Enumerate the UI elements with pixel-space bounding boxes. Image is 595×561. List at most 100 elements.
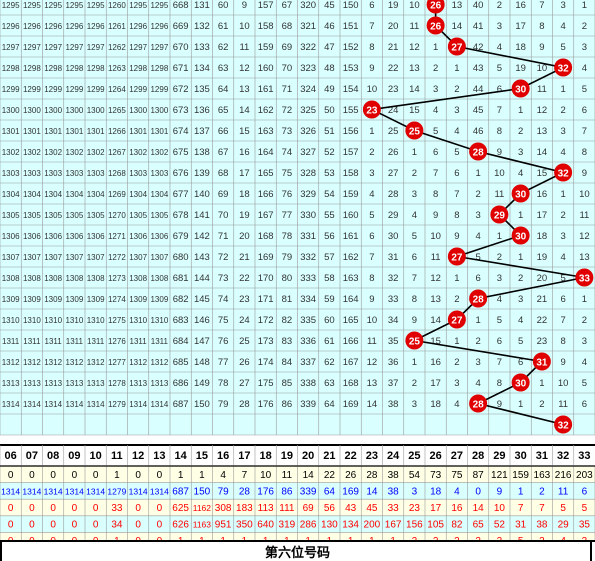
omission-value: 55	[324, 210, 335, 221]
omission-value: 31	[388, 252, 399, 263]
omission-value: 1	[560, 84, 565, 95]
omission-value: 7	[412, 273, 417, 284]
omission-value: 1313	[44, 379, 62, 388]
omission-value: 147	[194, 336, 210, 347]
omission-value: 1313	[23, 379, 41, 388]
omission-value: 45	[324, 0, 335, 11]
column-header: 21	[323, 450, 335, 462]
omission-value: 1301	[65, 127, 83, 136]
hit-ball	[554, 163, 573, 182]
omission-value: 1305	[23, 211, 41, 220]
omission-value: 163	[258, 126, 274, 137]
omission-value: 1301	[23, 127, 41, 136]
omission-value: 1296	[65, 22, 83, 31]
stats-value: 2	[475, 536, 481, 540]
omission-value: 3	[518, 147, 523, 158]
hit-number: 32	[558, 64, 570, 75]
omission-value: 1	[518, 105, 523, 116]
omission-value: 1275	[108, 316, 126, 325]
stats-value: 1	[390, 536, 396, 540]
omission-value: 1277	[108, 358, 126, 367]
stats-value: 0	[29, 470, 35, 481]
omission-value: 1300	[65, 106, 83, 115]
column-header: 28	[472, 450, 484, 462]
stats-value: 1	[263, 536, 269, 540]
omission-value: 1	[475, 168, 480, 179]
omission-value: 1314	[87, 400, 105, 409]
omission-value: 17	[430, 378, 441, 389]
stats-value: 2	[539, 536, 545, 540]
omission-value: 3	[560, 126, 565, 137]
omission-value: 26	[388, 147, 399, 158]
omission-value: 4	[497, 42, 502, 53]
omission-value: 1295	[44, 1, 62, 10]
omission-value: 45	[473, 105, 484, 116]
omission-value: 163	[343, 273, 359, 284]
omission-value: 168	[343, 378, 359, 389]
stats-value: 203	[576, 470, 593, 481]
omission-value: 3	[497, 21, 502, 32]
omission-value: 678	[173, 210, 189, 221]
omission-value: 9	[369, 294, 374, 305]
omission-value: 24	[239, 315, 250, 326]
hit-number: 25	[409, 337, 421, 348]
omission-value: 70	[218, 210, 229, 221]
stats-value: 18	[430, 486, 442, 497]
omission-value: 1302	[129, 148, 147, 157]
omission-value: 14	[409, 84, 420, 95]
omission-value: 1312	[2, 358, 20, 367]
stats-value: 33	[388, 503, 400, 514]
omission-value: 12	[579, 231, 590, 242]
hit-ball	[511, 373, 530, 392]
hit-ball	[405, 331, 424, 350]
omission-value: 1313	[129, 379, 147, 388]
omission-value: 14	[430, 315, 441, 326]
omission-value: 1295	[2, 1, 20, 10]
stats-value: 65	[473, 520, 485, 531]
omission-value: 143	[194, 252, 210, 263]
stats-value: 0	[50, 470, 56, 481]
stats-value: 69	[303, 503, 315, 514]
omission-value: 82	[282, 315, 293, 326]
omission-value: 673	[173, 105, 189, 116]
stats-value: 0	[29, 536, 35, 540]
stats-value: 75	[451, 470, 463, 481]
omission-value: 4	[369, 189, 374, 200]
stats-value: 1	[284, 536, 290, 540]
omission-value: 1295	[87, 1, 105, 10]
hit-number: 27	[451, 253, 463, 264]
omission-value: 16	[430, 357, 441, 368]
omission-value: 1	[454, 336, 459, 347]
stats-value: 0	[93, 520, 99, 531]
stats-value: 111	[279, 503, 295, 514]
omission-value: 3	[454, 105, 459, 116]
omission-value: 1304	[129, 190, 147, 199]
omission-value: 6	[582, 105, 587, 116]
omission-value: 28	[388, 189, 399, 200]
omission-value: 166	[258, 189, 274, 200]
omission-value: 80	[282, 273, 293, 284]
column-header: 25	[408, 450, 420, 462]
omission-value: 1306	[65, 232, 83, 241]
omission-value: 8	[539, 21, 544, 32]
omission-value: 161	[343, 231, 359, 242]
omission-value: 1298	[23, 64, 41, 73]
omission-value: 14	[452, 21, 463, 32]
omission-value: 1298	[65, 64, 83, 73]
column-header: 22	[345, 450, 357, 462]
stats-value: 1	[178, 470, 184, 481]
column-header: 27	[451, 450, 463, 462]
omission-value: 1306	[129, 232, 147, 241]
omission-value: 86	[282, 399, 293, 410]
stats-value: 159	[512, 470, 529, 481]
omission-value: 22	[388, 63, 399, 74]
omission-value: 7	[497, 357, 502, 368]
omission-value: 683	[173, 315, 189, 326]
omission-value: 1304	[150, 190, 168, 199]
omission-value: 1307	[129, 253, 147, 262]
hit-ball	[575, 268, 594, 287]
omission-value: 6	[369, 0, 374, 11]
omission-value: 339	[300, 399, 316, 410]
stats-value: 0	[157, 503, 163, 514]
omission-value: 6	[582, 399, 587, 410]
